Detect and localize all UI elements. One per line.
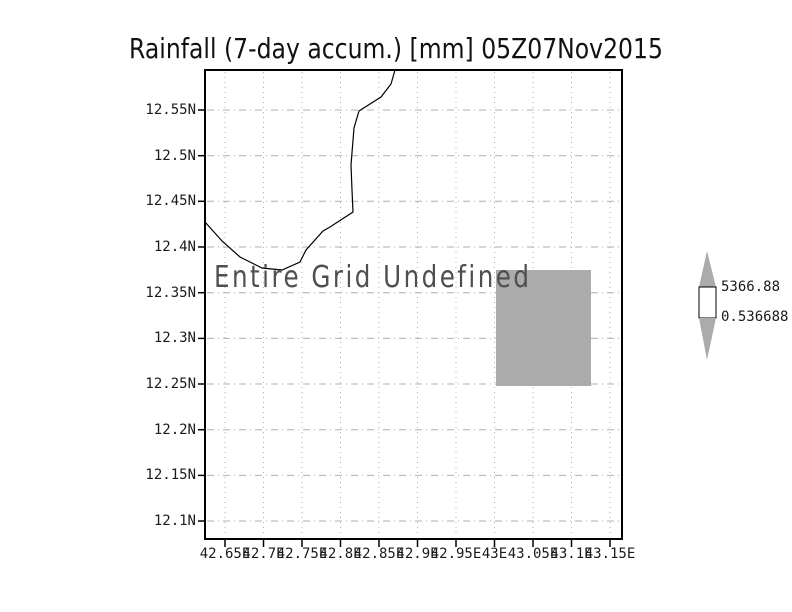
lat-tick-label: 12.35N: [145, 284, 196, 301]
lat-tick-label: 12.55N: [145, 102, 196, 118]
lat-tick-label: 12.45N: [145, 193, 196, 210]
lat-tick-label: 12.1N: [153, 513, 196, 529]
coastline: [204, 69, 396, 271]
undefined-data-region: [496, 270, 591, 386]
lon-tick-label: 42.75E: [276, 546, 328, 562]
lon-tick-label: 42.7E: [242, 546, 285, 562]
colorbar-box: [698, 286, 717, 319]
colorbar-upper-arrow: [699, 251, 716, 287]
lon-tick-label: 42.65E: [199, 546, 251, 562]
lon-tick-label: 43.15E: [584, 546, 636, 562]
lon-tick-label: 42.8E: [319, 546, 362, 562]
lon-tick-label: 42.9E: [396, 546, 439, 562]
map-frame: [204, 69, 623, 540]
colorbar-max-label: 5366.88: [721, 279, 781, 295]
lat-tick-label: 12.2N: [153, 421, 196, 438]
lat-tick-label: 12.3N: [153, 330, 196, 347]
lon-tick-label: 42.85E: [353, 546, 405, 562]
colorbar-lower-arrow: [699, 318, 716, 360]
lat-tick-label: 12.15N: [145, 467, 196, 484]
entire-grid-undefined-message: Entire Grid Undefined: [214, 260, 532, 295]
colorbar-min-label: 0.536688: [721, 309, 789, 325]
lat-tick-label: 12.25N: [145, 376, 196, 392]
lat-tick-label: 12.4N: [153, 239, 196, 255]
lon-tick-label: 43.1E: [550, 546, 593, 562]
lon-tick-label: 43E: [481, 546, 508, 562]
plot-title: Rainfall (7-day accum.) [mm] 05Z07Nov201…: [129, 32, 663, 65]
lon-tick-label: 42.95E: [430, 546, 482, 562]
lat-tick-label: 12.5N: [153, 147, 196, 164]
lon-tick-label: 43.05E: [507, 546, 559, 562]
